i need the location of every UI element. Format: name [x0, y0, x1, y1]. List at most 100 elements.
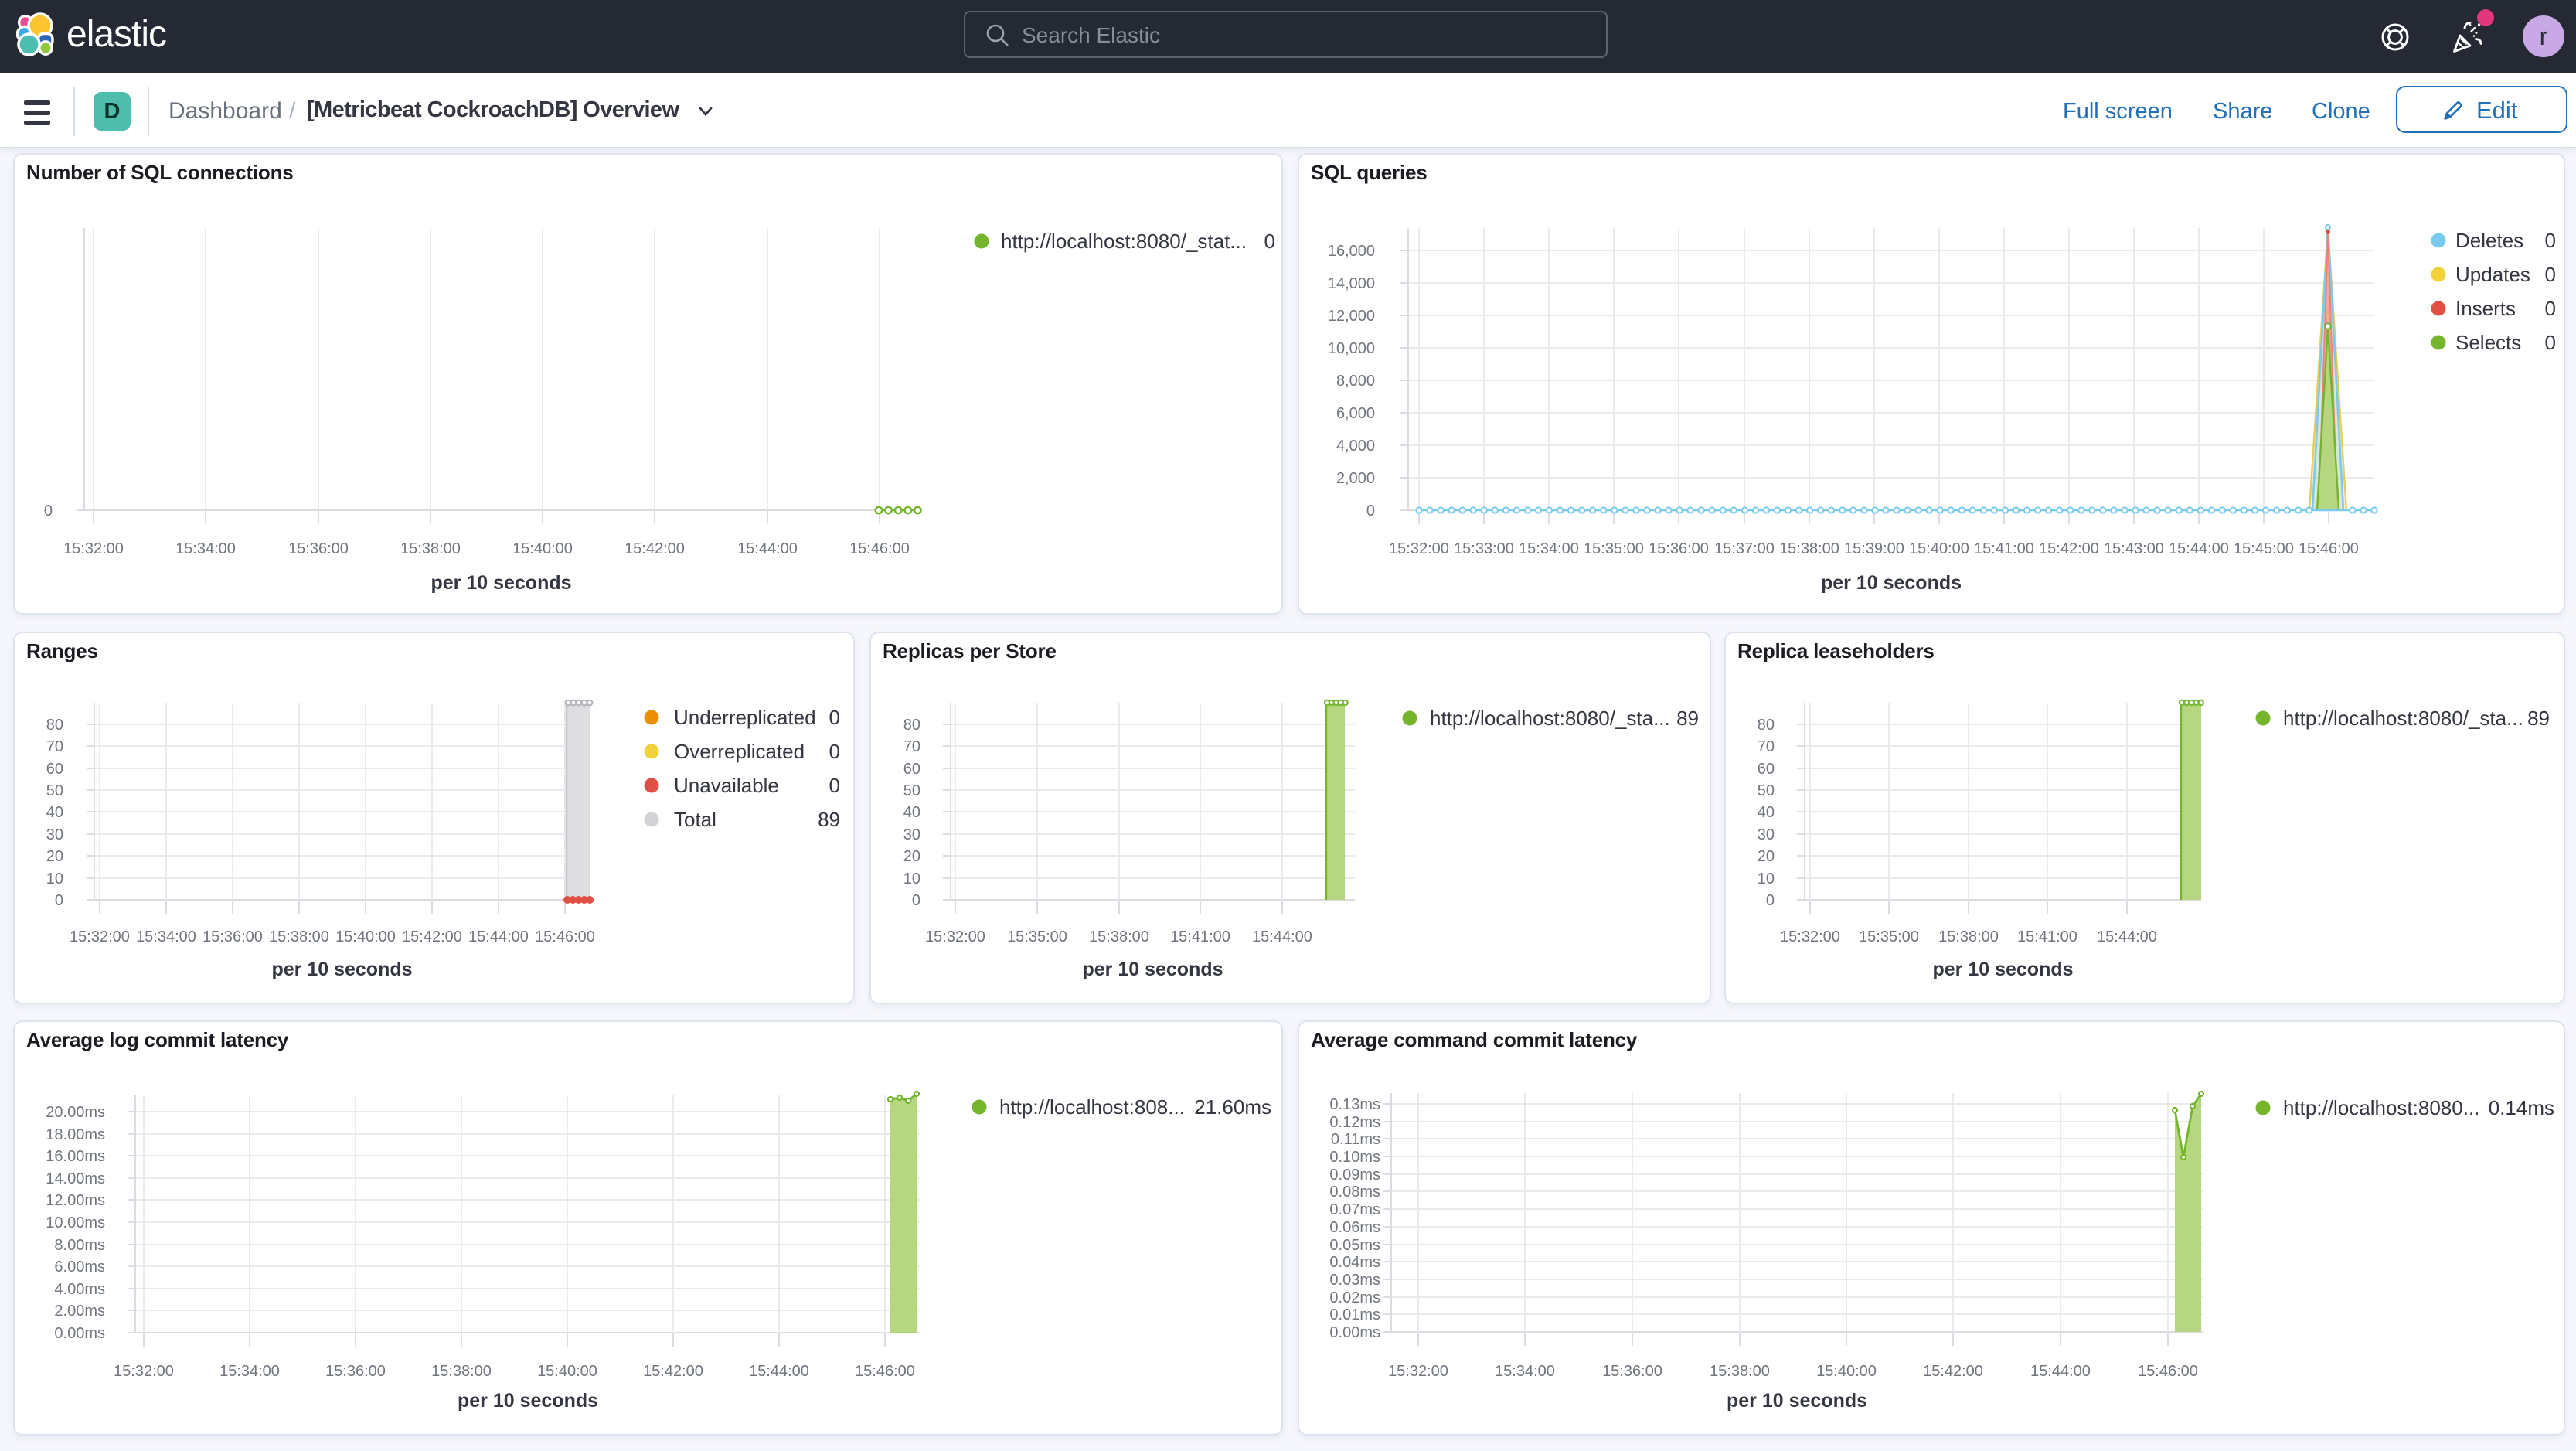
svg-text:0.00ms: 0.00ms — [54, 1325, 105, 1342]
svg-text:0: 0 — [829, 740, 840, 763]
svg-text:0: 0 — [1766, 892, 1775, 909]
svg-text:0.02ms: 0.02ms — [1329, 1289, 1380, 1306]
svg-text:14,000: 14,000 — [1328, 275, 1375, 292]
svg-text:70: 70 — [46, 738, 63, 755]
svg-text:http://localhost:808...: http://localhost:808... — [999, 1095, 1185, 1119]
svg-text:80: 80 — [903, 717, 920, 734]
svg-text:0.11ms: 0.11ms — [1331, 1131, 1380, 1148]
svg-text:Underreplicated: Underreplicated — [674, 706, 816, 729]
svg-text:15:32:00: 15:32:00 — [925, 928, 985, 945]
svg-text:http://localhost:8080/_sta...: http://localhost:8080/_sta... — [1430, 707, 1670, 730]
svg-text:50: 50 — [46, 782, 63, 799]
svg-text:0: 0 — [912, 892, 920, 909]
svg-text:15:38:00: 15:38:00 — [431, 1363, 492, 1380]
svg-text:15:34:00: 15:34:00 — [136, 928, 196, 945]
svg-text:15:44:00: 15:44:00 — [2030, 1363, 2091, 1380]
svg-text:15:36:00: 15:36:00 — [288, 540, 349, 557]
svg-text:70: 70 — [1758, 738, 1775, 755]
svg-text:30: 30 — [46, 826, 63, 843]
svg-text:per 10 seconds: per 10 seconds — [271, 959, 412, 980]
svg-text:2,000: 2,000 — [1336, 470, 1375, 487]
svg-text:15:36:00: 15:36:00 — [325, 1363, 386, 1380]
svg-text:0: 0 — [55, 892, 63, 909]
svg-text:20: 20 — [1758, 848, 1775, 865]
svg-text:30: 30 — [903, 826, 920, 843]
svg-text:6.00ms: 6.00ms — [54, 1259, 105, 1276]
svg-text:0: 0 — [1366, 502, 1375, 519]
svg-text:50: 50 — [1758, 782, 1775, 799]
svg-text:15:38:00: 15:38:00 — [1938, 928, 1999, 945]
svg-text:15:38:00: 15:38:00 — [1089, 928, 1149, 945]
svg-text:15:34:00: 15:34:00 — [175, 540, 236, 557]
svg-text:0: 0 — [829, 706, 840, 729]
svg-text:15:44:00: 15:44:00 — [737, 540, 798, 557]
svg-text:14.00ms: 14.00ms — [46, 1170, 105, 1187]
svg-text:15:44:00: 15:44:00 — [2169, 540, 2229, 557]
svg-text:0.13ms: 0.13ms — [1329, 1096, 1380, 1113]
svg-text:12,000: 12,000 — [1328, 308, 1375, 325]
svg-text:15:35:00: 15:35:00 — [1859, 928, 1919, 945]
svg-text:15:38:00: 15:38:00 — [269, 928, 329, 945]
svg-text:15:36:00: 15:36:00 — [1649, 540, 1709, 557]
svg-text:0.08ms: 0.08ms — [1329, 1184, 1380, 1201]
svg-text:15:39:00: 15:39:00 — [1844, 540, 1904, 557]
svg-text:15:42:00: 15:42:00 — [643, 1363, 703, 1380]
svg-text:0.12ms: 0.12ms — [1329, 1114, 1380, 1131]
svg-text:15:46:00: 15:46:00 — [2299, 540, 2359, 557]
svg-text:Overreplicated: Overreplicated — [674, 740, 805, 763]
svg-text:0: 0 — [2545, 229, 2556, 252]
svg-text:0: 0 — [2545, 263, 2556, 286]
svg-text:15:44:00: 15:44:00 — [468, 928, 529, 945]
svg-text:0.07ms: 0.07ms — [1329, 1201, 1380, 1218]
svg-text:0: 0 — [44, 502, 53, 519]
svg-text:20.00ms: 20.00ms — [46, 1104, 105, 1121]
svg-text:40: 40 — [903, 804, 920, 821]
svg-text:15:42:00: 15:42:00 — [624, 540, 685, 557]
svg-text:per 10 seconds: per 10 seconds — [1932, 959, 2073, 980]
svg-text:15:40:00: 15:40:00 — [335, 928, 396, 945]
svg-text:per 10 seconds: per 10 seconds — [1727, 1390, 1867, 1412]
svg-text:20: 20 — [903, 848, 920, 865]
svg-text:0.09ms: 0.09ms — [1329, 1167, 1380, 1184]
svg-text:15:41:00: 15:41:00 — [1170, 928, 1230, 945]
svg-text:Total: Total — [674, 808, 716, 831]
svg-text:40: 40 — [46, 804, 63, 821]
svg-text:10.00ms: 10.00ms — [46, 1214, 105, 1231]
svg-text:15:40:00: 15:40:00 — [1909, 540, 1969, 557]
svg-text:Updates: Updates — [2455, 263, 2530, 286]
svg-text:15:36:00: 15:36:00 — [202, 928, 263, 945]
svg-text:15:34:00: 15:34:00 — [1495, 1363, 1555, 1380]
svg-text:80: 80 — [46, 717, 63, 734]
svg-text:15:32:00: 15:32:00 — [1388, 1363, 1448, 1380]
svg-text:Inserts: Inserts — [2455, 297, 2516, 320]
svg-text:15:40:00: 15:40:00 — [512, 540, 573, 557]
svg-text:60: 60 — [903, 761, 920, 778]
svg-text:15:38:00: 15:38:00 — [400, 540, 461, 557]
svg-text:15:35:00: 15:35:00 — [1584, 540, 1644, 557]
svg-text:15:42:00: 15:42:00 — [1923, 1363, 1983, 1380]
svg-text:0: 0 — [829, 774, 840, 797]
svg-text:15:38:00: 15:38:00 — [1710, 1363, 1770, 1380]
svg-text:http://localhost:8080/_stat...: http://localhost:8080/_stat... — [1001, 230, 1247, 253]
svg-text:0.03ms: 0.03ms — [1329, 1272, 1380, 1289]
svg-text:15:44:00: 15:44:00 — [2097, 928, 2157, 945]
svg-text:per 10 seconds: per 10 seconds — [1821, 572, 1962, 594]
svg-text:12.00ms: 12.00ms — [46, 1192, 105, 1209]
svg-text:http://localhost:8080...: http://localhost:8080... — [2283, 1096, 2479, 1119]
svg-text:4,000: 4,000 — [1336, 438, 1375, 455]
svg-text:50: 50 — [903, 782, 920, 799]
svg-text:0: 0 — [1264, 230, 1275, 253]
svg-text:4.00ms: 4.00ms — [54, 1281, 105, 1298]
svg-text:15:42:00: 15:42:00 — [2039, 540, 2099, 557]
svg-text:15:34:00: 15:34:00 — [1519, 540, 1579, 557]
svg-text:8.00ms: 8.00ms — [54, 1237, 105, 1254]
svg-text:15:38:00: 15:38:00 — [1779, 540, 1839, 557]
svg-text:89: 89 — [1676, 707, 1699, 730]
svg-text:0.00ms: 0.00ms — [1329, 1324, 1380, 1341]
svg-text:16.00ms: 16.00ms — [46, 1148, 105, 1165]
svg-text:per 10 seconds: per 10 seconds — [1082, 959, 1223, 980]
svg-text:10: 10 — [46, 870, 63, 887]
svg-text:15:32:00: 15:32:00 — [1389, 540, 1449, 557]
svg-text:2.00ms: 2.00ms — [54, 1303, 105, 1320]
svg-text:15:42:00: 15:42:00 — [402, 928, 462, 945]
